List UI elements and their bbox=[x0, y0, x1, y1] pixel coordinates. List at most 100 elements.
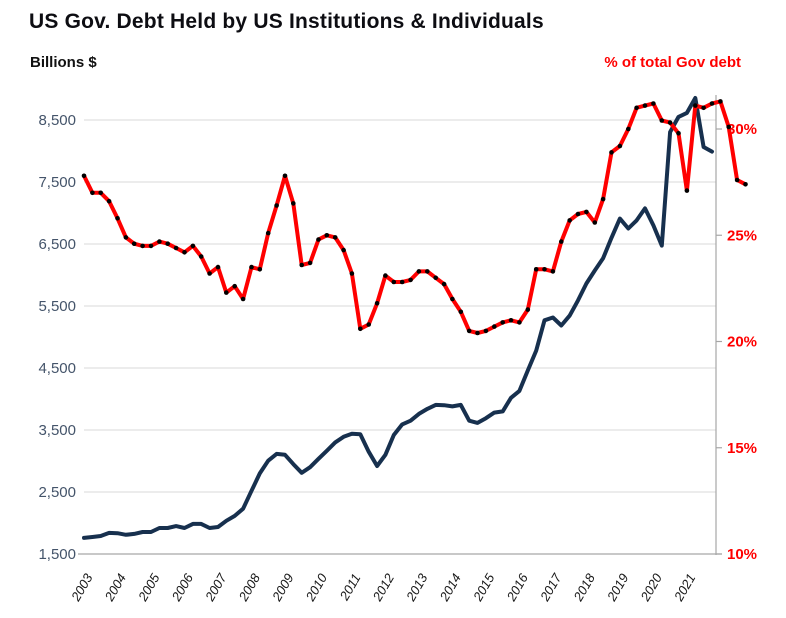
x-axis-year-label: 2016 bbox=[503, 570, 531, 604]
left-axis-tick-label: 4,500 bbox=[38, 360, 76, 377]
data-point-marker bbox=[592, 220, 598, 225]
data-point-marker bbox=[651, 101, 656, 106]
data-point-marker bbox=[282, 173, 288, 179]
data-point-marker bbox=[634, 105, 639, 111]
data-point-marker bbox=[718, 99, 723, 104]
data-point-marker bbox=[475, 330, 480, 336]
chart-title: US Gov. Debt Held by US Institutions & I… bbox=[29, 10, 544, 33]
data-point-marker bbox=[492, 324, 497, 329]
left-axis-tick-label: 8,500 bbox=[38, 112, 76, 129]
data-point-marker bbox=[416, 269, 422, 274]
data-point-marker bbox=[693, 103, 698, 108]
x-axis-year-label: 2007 bbox=[202, 570, 230, 604]
data-point-marker bbox=[483, 328, 489, 334]
percent-of-debt-line bbox=[82, 99, 748, 335]
data-point-marker bbox=[626, 126, 631, 132]
data-point-marker bbox=[542, 267, 547, 272]
data-point-marker bbox=[224, 290, 229, 295]
data-point-marker bbox=[198, 254, 204, 259]
x-axis-year-label: 2014 bbox=[436, 571, 464, 604]
data-point-marker bbox=[684, 188, 690, 193]
data-point-marker bbox=[408, 277, 413, 283]
data-point-marker bbox=[131, 241, 137, 246]
left-axis-title: Billions $ bbox=[30, 54, 97, 71]
data-point-marker bbox=[617, 143, 623, 149]
data-point-marker bbox=[265, 230, 271, 236]
data-point-marker bbox=[182, 250, 187, 255]
data-point-marker bbox=[115, 216, 120, 221]
left-axis-tick-label: 3,500 bbox=[38, 422, 76, 439]
left-axis-tick-label: 2,500 bbox=[38, 484, 76, 501]
data-point-marker bbox=[307, 260, 313, 266]
data-point-marker bbox=[726, 124, 731, 130]
data-point-marker bbox=[291, 201, 296, 206]
left-axis-tick-label: 1,500 bbox=[38, 546, 76, 563]
data-point-marker bbox=[257, 267, 263, 272]
right-axis-tick-label: 20% bbox=[727, 334, 757, 351]
data-point-marker bbox=[701, 105, 706, 111]
data-point-marker bbox=[106, 198, 112, 204]
data-point-marker bbox=[709, 101, 715, 106]
data-point-marker bbox=[550, 269, 556, 274]
x-axis-year-label: 2012 bbox=[369, 570, 397, 604]
data-point-marker bbox=[525, 307, 531, 312]
data-point-marker bbox=[299, 262, 305, 268]
data-point-marker bbox=[324, 233, 330, 238]
data-point-marker bbox=[98, 190, 103, 196]
data-point-marker bbox=[240, 296, 246, 302]
data-point-marker bbox=[81, 173, 87, 179]
data-point-marker bbox=[425, 269, 430, 274]
data-point-marker bbox=[458, 309, 464, 315]
x-axis-year-label: 2008 bbox=[235, 570, 263, 604]
data-point-marker bbox=[391, 279, 397, 285]
data-point-marker bbox=[517, 320, 522, 325]
x-axis-year-label: 2018 bbox=[570, 570, 598, 604]
x-axis-year-label: 2019 bbox=[604, 571, 632, 604]
data-point-marker bbox=[743, 182, 748, 187]
data-point-marker bbox=[90, 190, 95, 196]
data-point-marker bbox=[148, 243, 154, 249]
data-point-marker bbox=[575, 211, 581, 217]
data-point-marker bbox=[215, 264, 221, 270]
x-axis-year-label: 2015 bbox=[470, 570, 498, 604]
data-point-marker bbox=[609, 150, 614, 155]
right-axis-title: % of total Gov debt bbox=[604, 54, 741, 71]
data-point-marker bbox=[676, 131, 681, 136]
data-point-marker bbox=[567, 218, 572, 223]
data-point-marker bbox=[249, 264, 254, 270]
x-axis-year-label: 2004 bbox=[101, 571, 129, 604]
x-axis-year-label: 2013 bbox=[403, 570, 431, 604]
right-axis-tick-label: 30% bbox=[727, 121, 757, 138]
x-axis-year-label: 2006 bbox=[168, 570, 196, 604]
x-axis-year-label: 2011 bbox=[336, 571, 363, 604]
data-point-marker bbox=[332, 235, 338, 240]
data-point-marker bbox=[500, 320, 506, 325]
data-point-marker bbox=[157, 239, 162, 244]
x-axis-year-label: 2010 bbox=[302, 570, 330, 604]
data-point-marker bbox=[232, 283, 237, 289]
data-point-marker bbox=[341, 247, 346, 253]
data-point-marker bbox=[667, 120, 673, 125]
data-point-marker bbox=[123, 235, 129, 240]
data-point-marker bbox=[274, 203, 279, 208]
data-point-marker bbox=[399, 279, 405, 285]
x-axis-year-label: 2009 bbox=[269, 571, 297, 604]
data-point-marker bbox=[316, 237, 321, 242]
data-point-marker bbox=[533, 267, 539, 272]
x-axis-year-label: 2003 bbox=[68, 570, 96, 604]
left-axis-tick-label: 6,500 bbox=[38, 236, 76, 253]
debt-billions-line bbox=[82, 96, 714, 540]
left-axis-tick-label: 7,500 bbox=[38, 174, 76, 191]
data-point-marker bbox=[207, 271, 212, 276]
x-axis-year-label: 2005 bbox=[135, 570, 163, 604]
data-point-marker bbox=[383, 273, 388, 278]
left-axis-tick-label: 5,500 bbox=[38, 298, 76, 315]
data-point-marker bbox=[173, 245, 179, 251]
x-axis-year-label: 2021 bbox=[671, 571, 699, 604]
data-point-marker bbox=[734, 177, 740, 183]
data-point-marker bbox=[441, 281, 447, 287]
right-axis-tick-label: 15% bbox=[727, 440, 757, 457]
x-axis-year-label: 2020 bbox=[637, 570, 665, 604]
